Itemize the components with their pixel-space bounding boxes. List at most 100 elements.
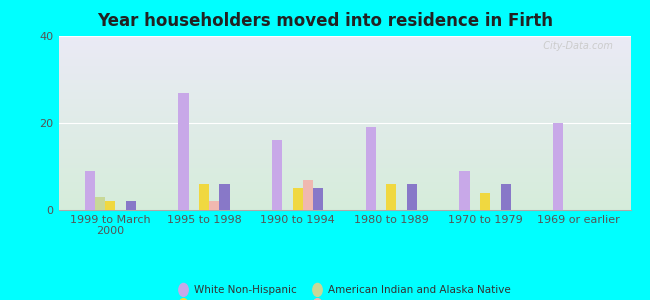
Legend: White Non-Hispanic, Other Race, Hispanic or Latino, American Indian and Alaska N: White Non-Hispanic, Other Race, Hispanic… (174, 281, 515, 300)
Bar (58, 45, 630, 46)
Bar (58, 137, 630, 139)
Bar (58, 66, 630, 67)
Bar (58, 43, 630, 45)
Bar (386, 184, 396, 210)
Bar (58, 184, 630, 186)
Bar (58, 173, 630, 175)
Bar (58, 177, 630, 179)
Bar (58, 88, 630, 90)
Bar (58, 73, 630, 74)
Text: City-Data.com: City-Data.com (538, 41, 614, 51)
Bar (407, 184, 417, 210)
Bar (313, 188, 324, 210)
Bar (58, 134, 630, 135)
Bar (58, 90, 630, 92)
Bar (58, 188, 630, 189)
Bar (58, 149, 630, 151)
Bar (292, 188, 303, 210)
Bar (58, 186, 630, 188)
Bar (58, 112, 630, 114)
Bar (553, 123, 564, 210)
Bar (58, 127, 630, 128)
Bar (365, 127, 376, 210)
Bar (58, 198, 630, 200)
Bar (58, 83, 630, 85)
Bar (58, 205, 630, 206)
Bar (58, 132, 630, 134)
Bar (500, 184, 511, 210)
Bar (58, 60, 630, 62)
Bar (58, 123, 630, 125)
Bar (58, 194, 630, 196)
Bar (58, 74, 630, 76)
Bar (199, 184, 209, 210)
Bar (58, 160, 630, 161)
Bar (58, 64, 630, 66)
Bar (58, 161, 630, 163)
Bar (58, 191, 630, 193)
Bar (58, 158, 630, 160)
Bar (58, 165, 630, 167)
Bar (58, 36, 630, 38)
Bar (58, 76, 630, 78)
Bar (178, 93, 188, 210)
Bar (84, 171, 95, 210)
Bar (58, 116, 630, 118)
Bar (58, 147, 630, 149)
Bar (58, 140, 630, 142)
Bar (209, 201, 220, 210)
Bar (58, 71, 630, 73)
Bar (58, 208, 630, 210)
Bar (58, 86, 630, 88)
Bar (58, 93, 630, 95)
Bar (58, 80, 630, 81)
Bar (272, 140, 282, 210)
Bar (58, 175, 630, 177)
Bar (480, 193, 490, 210)
Bar (58, 102, 630, 104)
Bar (58, 130, 630, 132)
Bar (58, 97, 630, 99)
Bar (58, 172, 630, 173)
Bar (58, 52, 630, 53)
Bar (58, 38, 630, 40)
Bar (58, 153, 630, 154)
Bar (303, 179, 313, 210)
Bar (220, 184, 229, 210)
Bar (58, 69, 630, 71)
Bar (58, 58, 630, 60)
Bar (58, 167, 630, 168)
Bar (58, 41, 630, 43)
Bar (58, 111, 630, 112)
Bar (58, 95, 630, 97)
Bar (58, 50, 630, 52)
Bar (58, 182, 630, 184)
Bar (58, 121, 630, 123)
Bar (58, 163, 630, 165)
Bar (58, 81, 630, 83)
Bar (58, 154, 630, 156)
Bar (58, 179, 630, 180)
Bar (58, 203, 630, 205)
Bar (58, 119, 630, 121)
Bar (58, 85, 630, 86)
Bar (58, 67, 630, 69)
Bar (58, 139, 630, 140)
Bar (58, 107, 630, 109)
Bar (58, 57, 630, 58)
Bar (58, 128, 630, 130)
Bar (58, 55, 630, 57)
Bar (58, 170, 630, 172)
Bar (58, 168, 630, 170)
Bar (58, 48, 630, 50)
Bar (58, 206, 630, 208)
Bar (460, 171, 469, 210)
Bar (58, 142, 630, 144)
Bar (58, 125, 630, 127)
Bar (58, 196, 630, 198)
Bar (58, 40, 630, 41)
Bar (58, 144, 630, 146)
Bar (105, 201, 116, 210)
Bar (58, 151, 630, 153)
Bar (58, 118, 630, 119)
